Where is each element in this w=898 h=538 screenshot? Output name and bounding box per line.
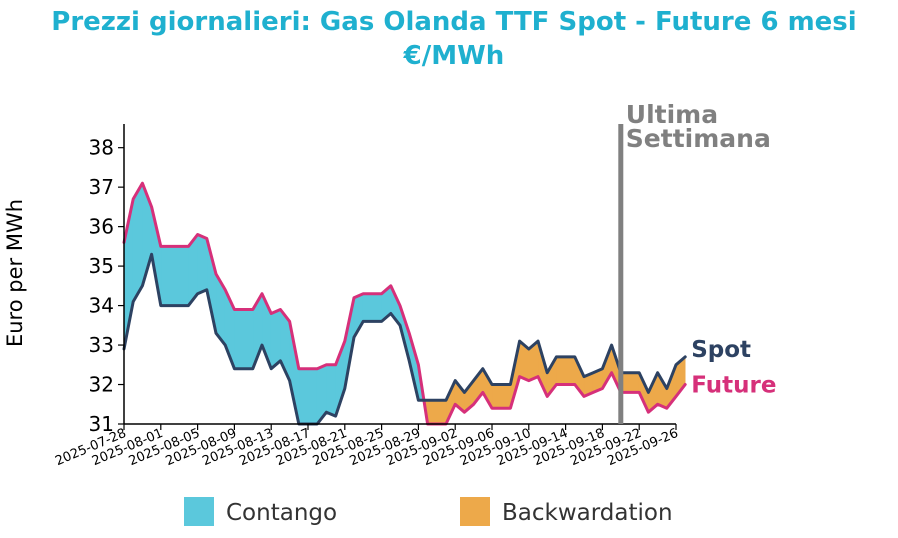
y-tick-label: 38 xyxy=(89,136,114,160)
backwardation-area-segment xyxy=(556,356,576,385)
backwardation-area-segment xyxy=(427,400,447,425)
contango-area-segment xyxy=(326,364,336,417)
legend-swatch-backwardation xyxy=(460,497,490,526)
y-axis-label: Euro per MWh xyxy=(3,199,27,347)
last-week-label-line2: Settimana xyxy=(626,124,771,153)
last-week-label-line1: Ultima xyxy=(626,100,718,129)
y-tick-label: 33 xyxy=(89,333,114,357)
y-tick-label: 31 xyxy=(89,412,114,436)
backwardation-area-segment xyxy=(491,384,511,409)
future-line xyxy=(122,181,687,426)
contango-area-segment xyxy=(270,309,281,370)
chart-title: Prezzi giornalieri: Gas Olanda TTF Spot … xyxy=(51,7,856,37)
y-tick-label: 36 xyxy=(89,215,114,239)
chart-subtitle: €/MWh xyxy=(403,41,505,71)
contango-area-segment xyxy=(197,234,208,295)
contango-area-segment xyxy=(132,182,143,303)
contango-area-segment xyxy=(362,293,382,322)
series-lines xyxy=(122,181,687,426)
backwardation-area-segment xyxy=(620,372,640,393)
future-series-label: Future xyxy=(691,373,776,399)
spot-series-label: Spot xyxy=(691,337,751,363)
x-axis-ticks: 2025-07-282025-08-012025-08-052025-08-09… xyxy=(53,424,681,469)
contango-area-segment xyxy=(160,246,189,306)
legend-label-contango: Contango xyxy=(226,500,337,526)
legend: Contango Backwardation xyxy=(184,497,673,526)
y-tick-label: 35 xyxy=(89,254,114,278)
legend-swatch-contango xyxy=(184,497,214,526)
contango-area-segment xyxy=(298,368,318,425)
contango-area-segment xyxy=(234,309,254,370)
y-tick-label: 37 xyxy=(89,175,114,199)
y-tick-label: 34 xyxy=(89,294,114,318)
y-axis-ticks: 31 32 33 34 35 36 37 38 xyxy=(89,136,124,436)
spot-line xyxy=(122,252,687,426)
y-tick-label: 32 xyxy=(89,373,114,397)
legend-label-backwardation: Backwardation xyxy=(502,500,673,526)
